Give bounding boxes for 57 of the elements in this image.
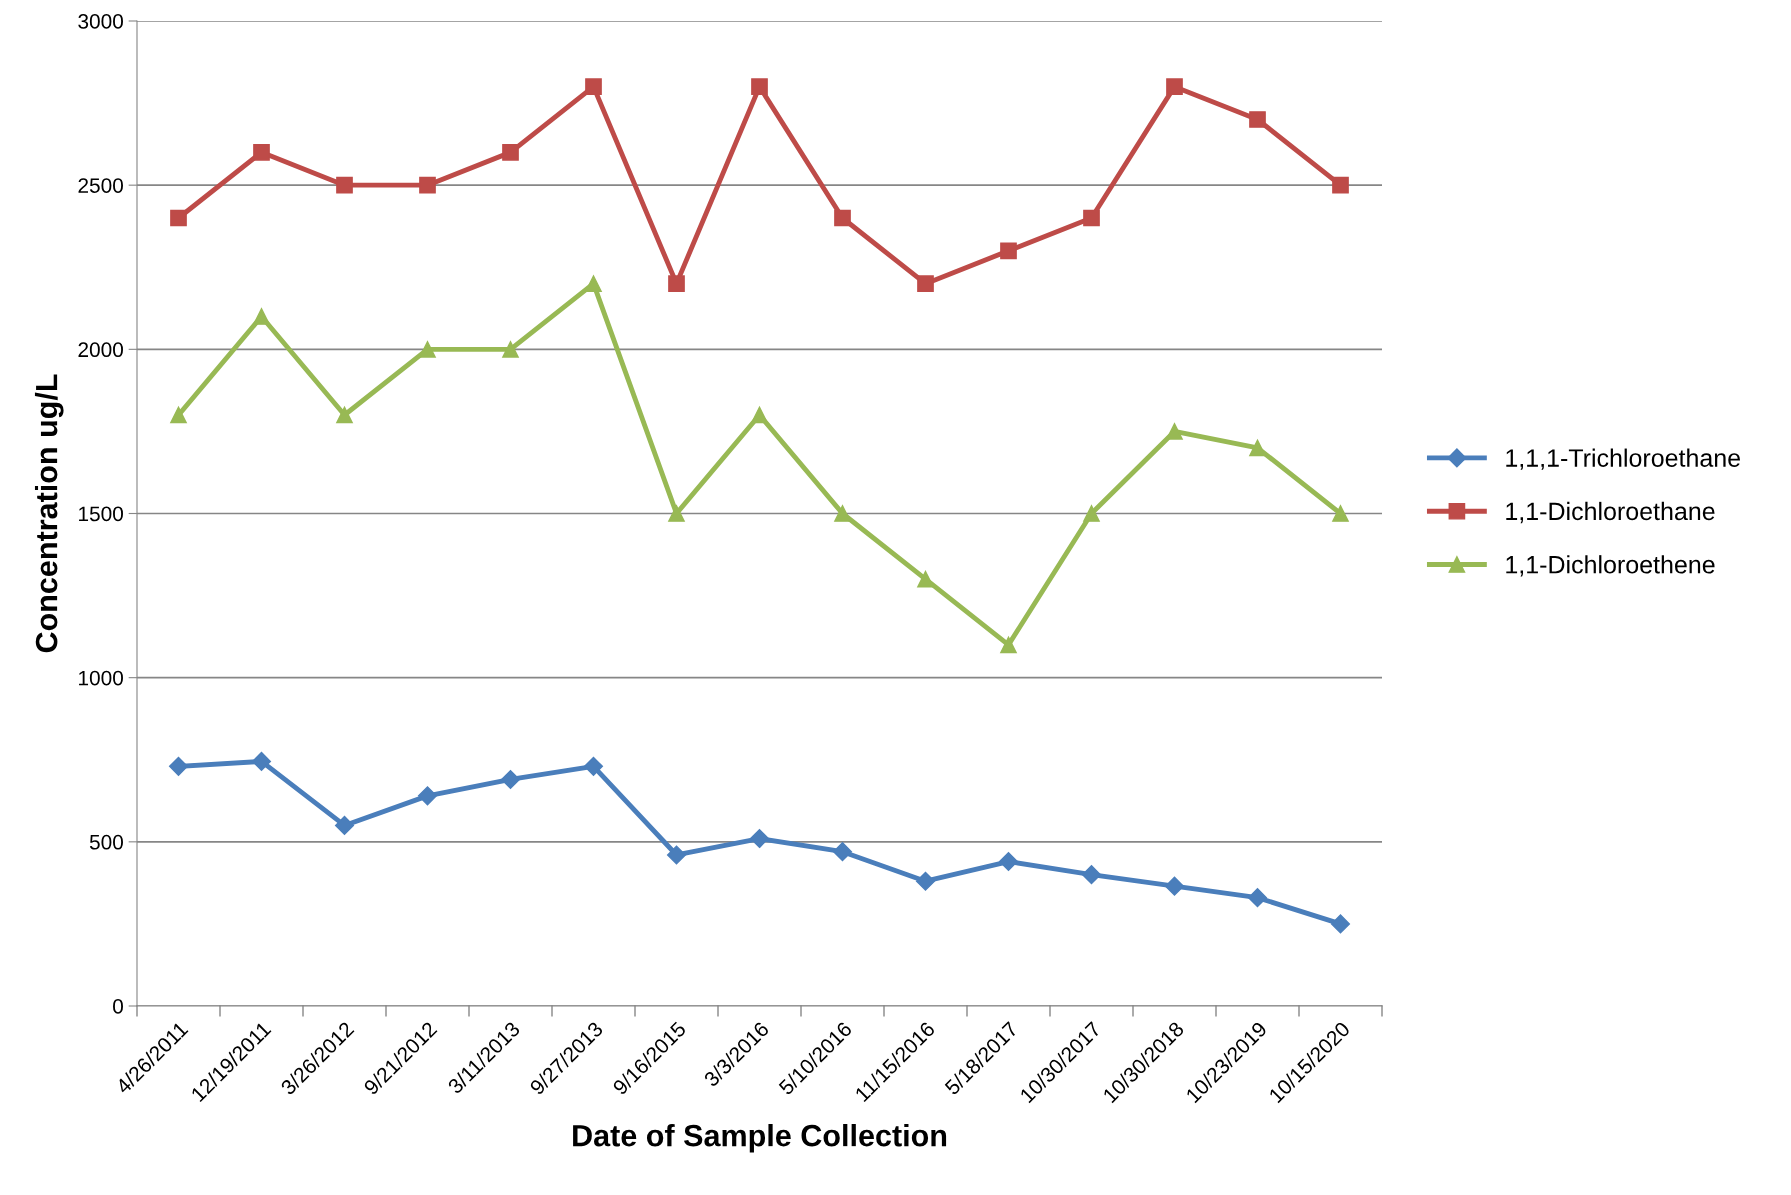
point — [751, 78, 768, 96]
point — [1332, 176, 1349, 194]
point — [915, 871, 936, 891]
point — [336, 406, 353, 424]
point — [917, 570, 934, 588]
point — [502, 143, 519, 161]
point — [749, 829, 770, 849]
point — [1249, 111, 1266, 128]
y-tick-label: 2000 — [78, 342, 123, 358]
legend-label: 1,1-Dichloroethane — [1506, 501, 1715, 524]
y-tick-label: 1000 — [79, 670, 123, 686]
point — [1166, 423, 1183, 440]
point — [170, 209, 187, 227]
point — [917, 275, 934, 293]
y-tick-label: 500 — [89, 834, 123, 850]
point — [1000, 242, 1017, 260]
y-tick-label: 2500 — [78, 178, 123, 193]
point — [170, 406, 187, 424]
point — [334, 815, 355, 835]
point — [419, 340, 436, 358]
point — [1330, 914, 1351, 934]
y-tick-label: 3000 — [78, 14, 123, 29]
legend-label: 1,1,1-Trichloroethane — [1506, 448, 1740, 470]
point — [1164, 876, 1185, 896]
point — [998, 851, 1019, 872]
point — [502, 340, 519, 358]
point — [1249, 439, 1266, 457]
point — [1083, 505, 1100, 522]
point — [666, 845, 687, 865]
point — [419, 176, 436, 194]
point — [834, 505, 851, 522]
point — [668, 275, 685, 293]
y-tick-label: 1500 — [79, 506, 123, 522]
point — [251, 751, 272, 771]
point — [1000, 636, 1017, 654]
point — [500, 769, 521, 789]
point — [1332, 505, 1349, 522]
y-tick-label: 0 — [113, 999, 123, 1014]
point — [834, 209, 851, 227]
point — [1166, 78, 1183, 96]
point — [751, 406, 768, 424]
point — [253, 143, 270, 161]
point — [585, 78, 602, 96]
point — [1081, 865, 1102, 885]
point — [1083, 209, 1100, 227]
point — [253, 308, 270, 325]
point — [668, 505, 685, 522]
point — [583, 756, 604, 776]
point — [585, 275, 602, 293]
point — [832, 842, 853, 862]
point — [168, 756, 189, 776]
point — [336, 176, 353, 194]
legend-label: 1,1-Dichloroethene — [1506, 555, 1715, 577]
point — [1247, 888, 1268, 908]
x-axis-title: Date of Sample Collection — [573, 1124, 947, 1153]
point — [417, 786, 438, 806]
y-axis-title: Concentration ug/L — [34, 374, 64, 653]
